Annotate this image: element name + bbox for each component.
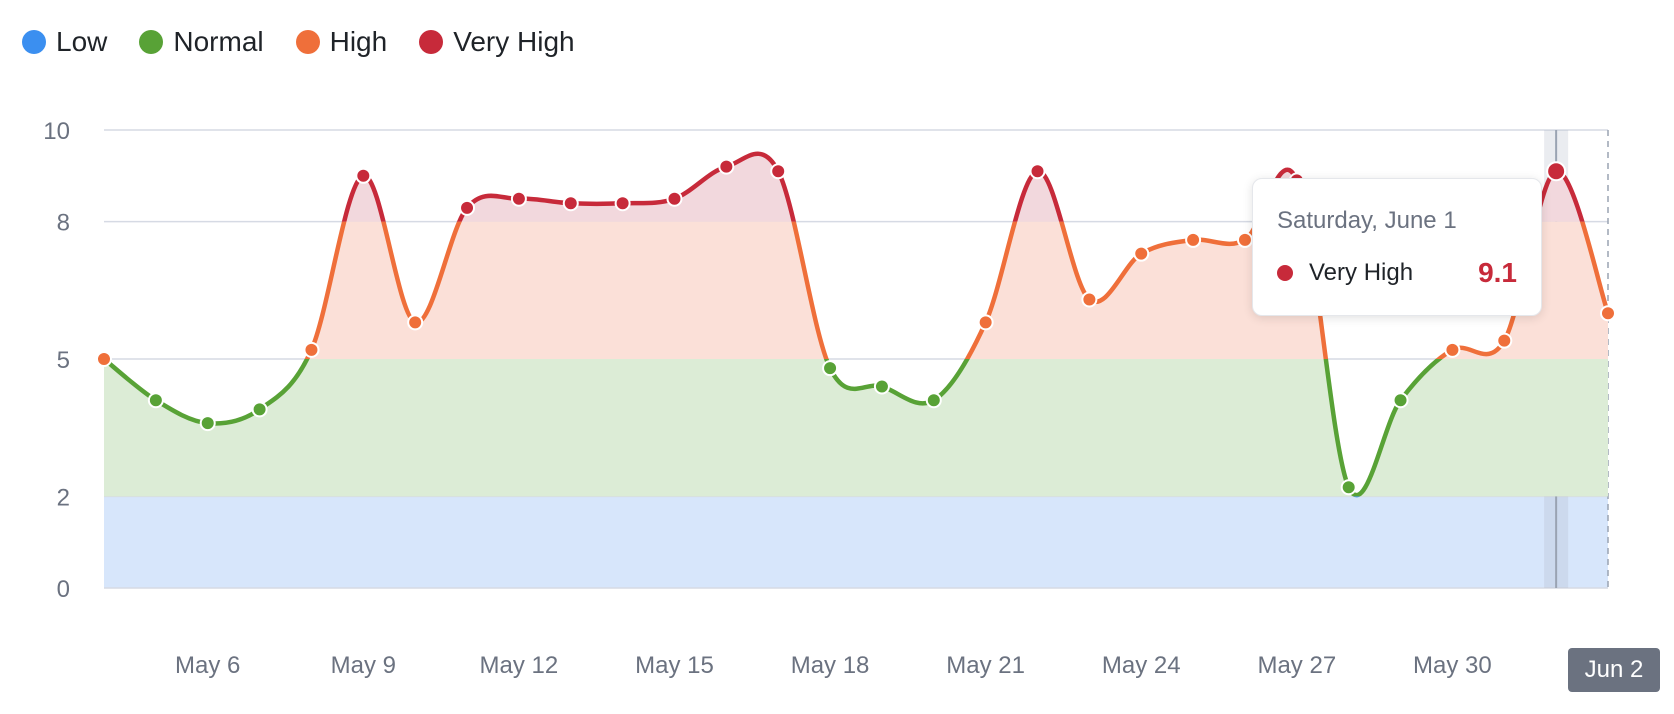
y-tick-label: 10 bbox=[43, 118, 70, 145]
x-tick-label: May 15 bbox=[635, 652, 714, 679]
data-point[interactable] bbox=[1600, 305, 1616, 322]
data-point[interactable] bbox=[873, 378, 890, 395]
data-point[interactable] bbox=[251, 401, 268, 418]
y-tick-label: 8 bbox=[57, 210, 70, 237]
legend-label: Normal bbox=[173, 26, 264, 57]
legend-label: Very High bbox=[453, 26, 575, 57]
tooltip-series-dot bbox=[1277, 265, 1293, 281]
data-point[interactable] bbox=[1081, 291, 1098, 308]
area-fill-high bbox=[104, 221, 1608, 359]
legend-label: High bbox=[329, 26, 388, 57]
data-point[interactable] bbox=[1444, 341, 1461, 358]
x-tick-label: May 6 bbox=[175, 652, 240, 679]
tooltip-date: Saturday, June 1 bbox=[1277, 207, 1457, 234]
legend-item[interactable]: Very High bbox=[419, 26, 575, 58]
x-tick-label: May 27 bbox=[1257, 652, 1336, 679]
tooltip-value: 9.1 bbox=[1478, 257, 1517, 288]
series-line-normal bbox=[102, 359, 1443, 497]
y-tick-label: 5 bbox=[57, 347, 70, 374]
data-point[interactable] bbox=[147, 392, 164, 409]
legend-dot-icon bbox=[22, 30, 46, 54]
data-point[interactable] bbox=[1133, 245, 1150, 262]
data-point[interactable] bbox=[355, 167, 372, 184]
data-point[interactable] bbox=[510, 190, 527, 207]
hover-x-label: Jun 2 bbox=[1568, 648, 1660, 692]
y-tick-label: 2 bbox=[57, 484, 70, 511]
data-point[interactable] bbox=[1236, 231, 1253, 248]
x-tick-label: May 18 bbox=[791, 652, 870, 679]
data-point[interactable] bbox=[925, 392, 942, 409]
legend-dot-icon bbox=[419, 30, 444, 54]
data-point[interactable] bbox=[666, 190, 683, 207]
legend-item[interactable]: Normal bbox=[139, 26, 264, 58]
data-point[interactable] bbox=[562, 195, 579, 212]
x-tick-label: May 9 bbox=[331, 652, 396, 679]
x-tick-label: May 30 bbox=[1413, 652, 1492, 679]
x-tick-label: May 21 bbox=[946, 652, 1025, 679]
data-point[interactable] bbox=[718, 158, 735, 175]
band-low bbox=[104, 496, 1608, 588]
x-tick-label: May 12 bbox=[480, 652, 559, 679]
data-point[interactable] bbox=[1340, 479, 1357, 496]
data-point[interactable] bbox=[459, 199, 476, 216]
area-fill-normal bbox=[104, 359, 1608, 497]
y-tick-label: 0 bbox=[57, 576, 70, 603]
data-point[interactable] bbox=[199, 415, 216, 432]
data-point[interactable] bbox=[614, 195, 631, 212]
data-point[interactable] bbox=[303, 341, 320, 358]
highlighted-point[interactable] bbox=[1546, 161, 1567, 182]
chart-legend: Low Normal High Very High bbox=[22, 26, 607, 58]
chart-tooltip: Saturday, June 1 Very High 9.1 bbox=[1252, 178, 1542, 316]
data-point[interactable] bbox=[770, 163, 787, 180]
legend-dot-icon bbox=[295, 30, 320, 54]
legend-item[interactable]: High bbox=[295, 26, 388, 58]
data-point[interactable] bbox=[1185, 231, 1202, 248]
data-point[interactable] bbox=[822, 360, 839, 377]
legend-label: Low bbox=[56, 26, 108, 57]
data-point[interactable] bbox=[1029, 163, 1046, 180]
legend-dot-icon bbox=[139, 30, 164, 54]
tooltip-series-name: Very High bbox=[1309, 259, 1414, 286]
data-point[interactable] bbox=[96, 351, 112, 367]
legend-item[interactable]: Low bbox=[22, 26, 107, 58]
data-point[interactable] bbox=[407, 314, 424, 331]
data-point[interactable] bbox=[977, 314, 994, 331]
data-point[interactable] bbox=[1392, 392, 1409, 409]
data-point[interactable] bbox=[1496, 332, 1513, 349]
tooltip-row: Very High 9.1 bbox=[1277, 257, 1517, 289]
series-line-very-high bbox=[341, 151, 1585, 222]
x-tick-label: May 24 bbox=[1102, 652, 1181, 679]
